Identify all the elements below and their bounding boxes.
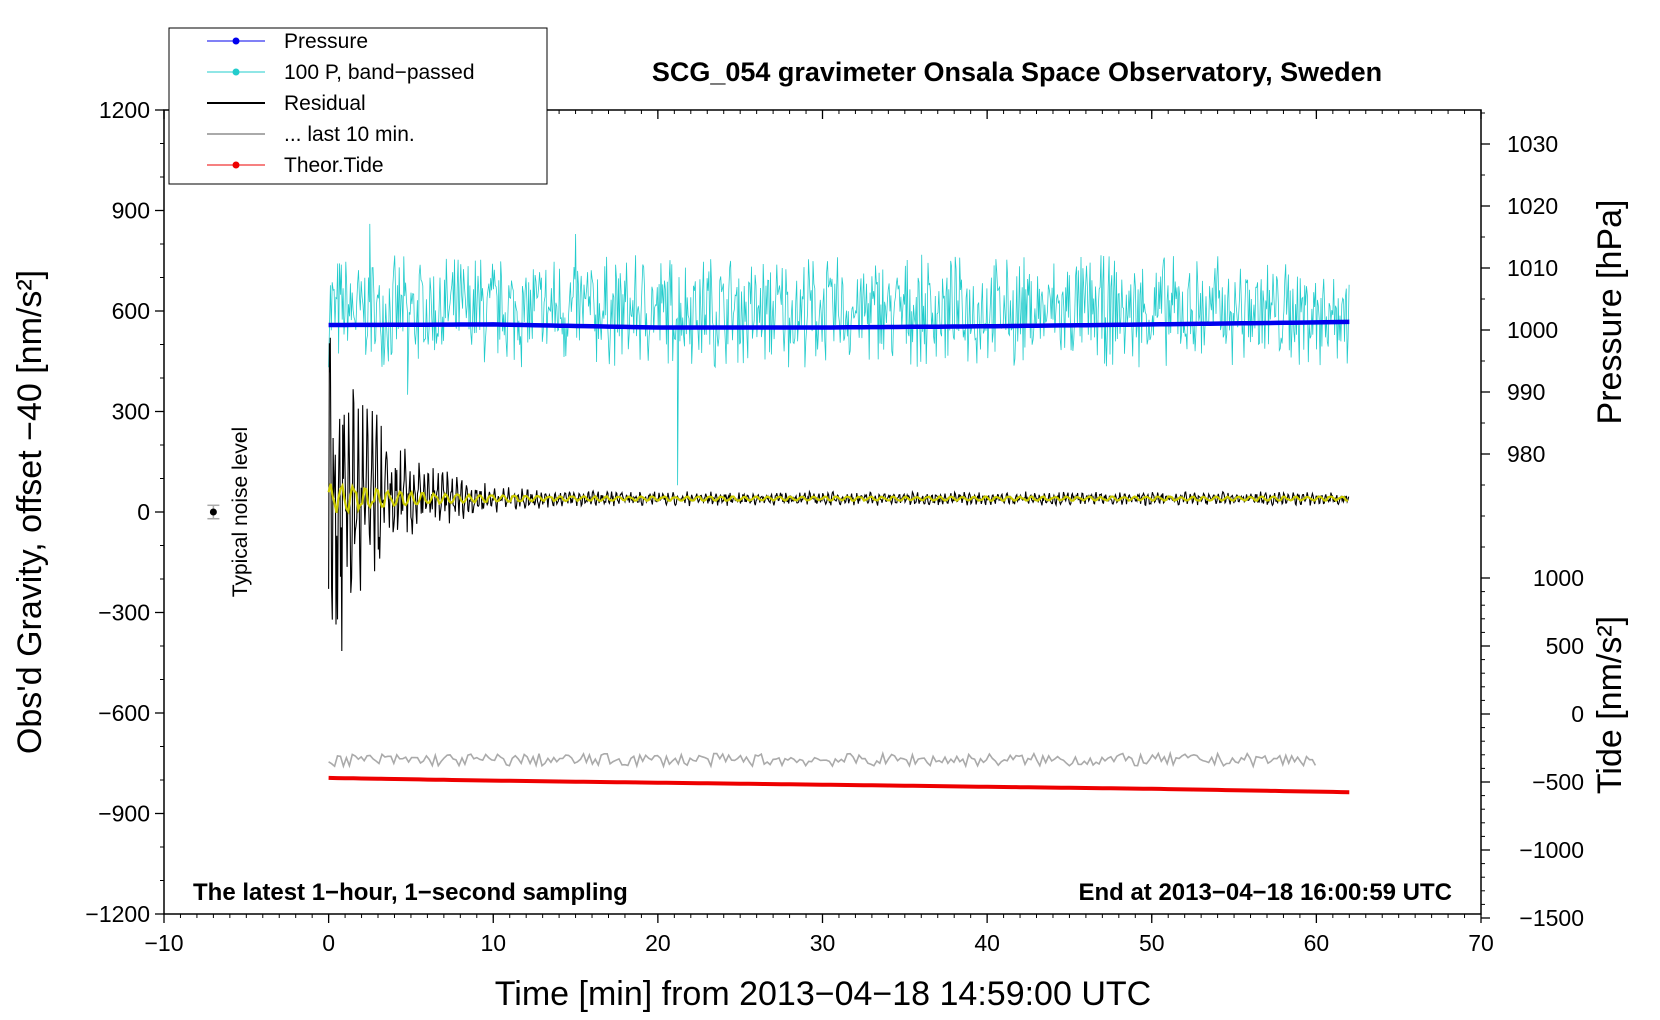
legend-marker [232,37,240,45]
y-left-tick-label: 1200 [99,97,150,123]
legend-label: ... last 10 min. [284,123,415,146]
legend-items: Pressure 100 P, band−passed Residual ... la… [207,30,475,177]
y-left-tick-label: −1200 [85,901,150,927]
x-tick-label: 40 [974,930,1000,956]
x-tick-label: 60 [1304,930,1330,956]
y-axis-label-pressure: Pressure [hPa] [1591,200,1629,425]
x-tick-label: 10 [480,930,506,956]
y-axis-label-tide: Tide [nm/s²] [1591,616,1629,794]
x-axis-label: Time [min] from 2013−04−18 14:59:00 UTC [495,975,1151,1013]
residual-line [328,337,1350,652]
noise-level-label: Typical noise level [229,427,252,597]
x-tick-label: 0 [322,930,335,956]
last-10-min-line [328,750,1317,769]
x-tick-label: 20 [645,930,671,956]
legend-label: Theor.Tide [284,154,384,177]
y-left-tick-label: 300 [112,399,150,425]
tide-tick-label: 500 [1546,633,1584,659]
chart-title: SCG_054 gravimeter Onsala Space Observat… [652,57,1382,87]
y-left-tick-label: 900 [112,198,150,224]
pressure-tick-label: 1000 [1507,317,1558,343]
legend-label: Residual [284,92,366,115]
y-left-tick-label: −600 [98,700,150,726]
annotation-end-time: End at 2013−04−18 16:00:59 UTC [1078,879,1452,906]
legend-marker [232,68,240,76]
y-left-tick-label: −900 [98,801,150,827]
series-layer [207,223,1350,795]
tide-line [328,775,1350,795]
x-tick-label: 70 [1468,930,1494,956]
annotation-sampling: The latest 1−hour, 1−second sampling [193,879,628,906]
tide-tick-label: −500 [1532,769,1584,795]
legend: Pressure 100 P, band−passed Residual ... la… [168,27,548,185]
ticks-layer: −10 0 10 20 30 40 50 60 7012009006003000−300−600… [85,97,1584,956]
tide-tick-label: 1000 [1533,565,1584,591]
bandpassed-pressure-line [328,223,1350,486]
tide-tick-label: −1500 [1519,905,1584,931]
legend-marker [232,161,240,169]
pressure-tick-label: 990 [1507,379,1545,405]
tide-tick-label: 0 [1571,701,1584,727]
pressure-tick-label: 1030 [1507,131,1558,157]
y-left-tick-label: 600 [112,298,150,324]
legend-label: 100 P, band−passed [284,61,475,84]
pressure-tick-label: 1020 [1507,193,1558,219]
y-left-tick-label: −300 [98,600,150,626]
x-tick-label: −10 [144,930,183,956]
x-tick-label: 50 [1139,930,1165,956]
y-left-tick-label: 0 [137,499,150,525]
labels-layer: SCG_054 gravimeter Onsala Space Observat… [11,57,1629,1013]
y-axis-label-left: Obs'd Gravity, offset −40 [nm/s²] [11,270,49,754]
legend-label: Pressure [284,30,368,53]
noise-level-point [209,508,217,516]
pressure-tick-label: 980 [1507,441,1545,467]
pressure-tick-label: 1010 [1507,255,1558,281]
legend-box [168,27,548,185]
tide-tick-label: −1000 [1519,837,1584,863]
pressure-line [328,319,1350,330]
smoothed-residual-line [327,482,1349,515]
x-tick-label: 30 [810,930,836,956]
